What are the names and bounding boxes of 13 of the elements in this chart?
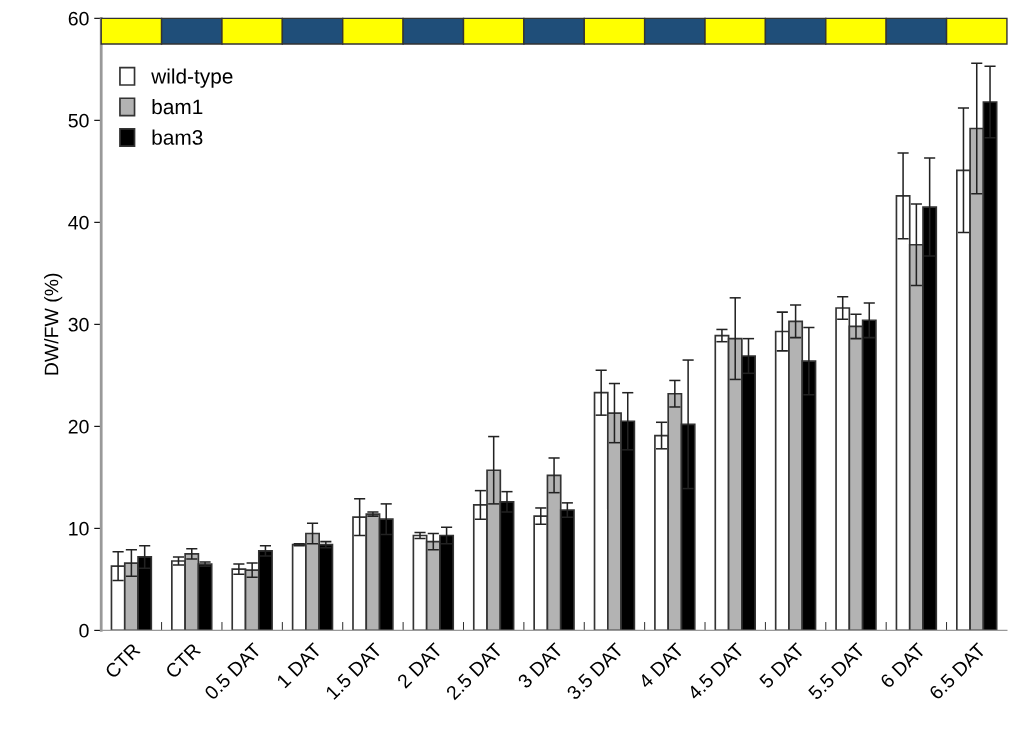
y-axis-title: DW/FW (%)	[44, 273, 63, 375]
x-tick-label: CTR	[164, 642, 202, 680]
legend-label: bam1	[152, 98, 203, 115]
y-tick-label: 30	[68, 317, 89, 332]
y-tick-label: 10	[69, 521, 89, 536]
legend-label: bam3	[152, 129, 203, 145]
y-tick-label: 0	[79, 623, 89, 638]
y-tick-label: 40	[68, 215, 89, 230]
x-tick-label: CTR	[104, 642, 141, 680]
y-tick-label: 50	[68, 113, 89, 128]
y-tick-label: 60	[68, 11, 89, 26]
legend-label: wild-type	[151, 68, 233, 88]
y-tick-label: 20	[68, 419, 89, 434]
